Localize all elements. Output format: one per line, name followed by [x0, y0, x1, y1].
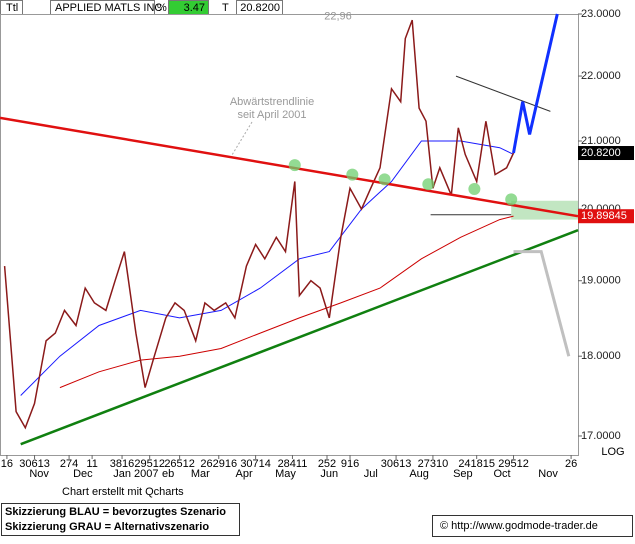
trendline — [513, 250, 571, 357]
copyright-box — [432, 515, 633, 537]
pivot — [378, 173, 391, 186]
legend-text: Skizzierung GRAU = Alternativszenario — [5, 521, 209, 533]
header: Ttl APPLIED MATLS INC % 3.47 T 20.8200 — [0, 0, 283, 15]
plot: 17.000018.000019.000020.000021.000022.00… — [0, 8, 634, 480]
y-tick-label: 18.0000 — [581, 350, 621, 362]
high-label: 22,96 — [324, 10, 352, 22]
month-label: Sep — [453, 468, 473, 480]
month-label: Oct — [493, 468, 510, 480]
annotation: Abwärtstrendlinie — [230, 96, 314, 108]
header-last: 20.8200 — [240, 2, 280, 14]
pivot — [422, 178, 435, 191]
price-tag-label: 19.89845 — [581, 210, 627, 222]
x-tick-label: 29512 — [134, 458, 165, 470]
x-tick-label: 241815 — [458, 458, 495, 470]
scale-label: LOG — [601, 446, 624, 458]
price-tag — [578, 209, 634, 224]
y-tick-label: 23.0000 — [581, 8, 621, 20]
month-label: Jul — [364, 468, 378, 480]
x-tick-label: 30613 — [381, 458, 412, 470]
month-label: Dec — [73, 468, 93, 480]
annotation-leader — [231, 121, 253, 156]
legend-text: Skizzierung BLAU = bevorzugtes Szenario — [5, 506, 226, 518]
x-tick-label: 916 — [341, 458, 359, 470]
x-tick-label: 26512 — [164, 458, 195, 470]
month-label: Nov — [538, 468, 558, 480]
month-label: May — [275, 468, 296, 480]
x-tick-label: 30714 — [240, 458, 271, 470]
x-tick-label: 11 — [86, 458, 97, 470]
x-tick-label: 29512 — [498, 458, 529, 470]
month-label: Apr — [236, 468, 253, 480]
x-tick-label: 16 — [1, 458, 13, 470]
trendline — [0, 116, 579, 218]
x-tick-label: 3816 — [110, 458, 134, 470]
header-field: Ttl — [6, 2, 18, 14]
pivot — [505, 193, 518, 206]
plot-frame — [0, 14, 579, 456]
x-tick-label: 27310 — [418, 458, 449, 470]
trendline — [512, 13, 559, 154]
x-tick-label: 274 — [60, 458, 78, 470]
copyright: © http://www.godmode-trader.de — [440, 520, 598, 532]
x-tick-label: 262916 — [200, 458, 237, 470]
x-tick-label: 252 — [318, 458, 336, 470]
header-pct: 3.47 — [184, 2, 205, 14]
price-line — [3, 19, 515, 430]
price-tag-label: 20.8200 — [581, 147, 621, 159]
credit: Chart erstellt mit Qcharts — [62, 486, 184, 498]
month-label: eb — [162, 468, 174, 480]
trendline — [20, 229, 579, 446]
pivot — [288, 159, 301, 172]
x-tick-label: 30613 — [19, 458, 50, 470]
annotation: seit April 2001 — [237, 109, 306, 121]
pivot — [346, 168, 359, 181]
price-tag — [578, 146, 634, 161]
trendline — [455, 75, 551, 112]
moving-average — [20, 140, 514, 396]
y-tick-label: 17.0000 — [581, 430, 621, 442]
month-label: Jun — [320, 468, 338, 480]
x-tick-label: 28411 — [278, 458, 308, 470]
y-tick-label: 19.0000 — [581, 275, 621, 287]
header-name: APPLIED MATLS INC — [55, 2, 162, 14]
header-field: % — [157, 2, 167, 14]
y-tick-label: 22.0000 — [581, 70, 621, 82]
month-label: Mar — [191, 468, 210, 480]
header-field: T — [222, 2, 229, 14]
month-label: Jan 2007 — [113, 468, 158, 480]
y-tick-label: 21.0000 — [581, 135, 621, 147]
pivot — [468, 183, 481, 196]
legend-box — [1, 503, 240, 536]
x-tick-label: 26 — [565, 458, 577, 470]
month-label: Aug — [409, 468, 429, 480]
month-label: Nov — [29, 468, 49, 480]
